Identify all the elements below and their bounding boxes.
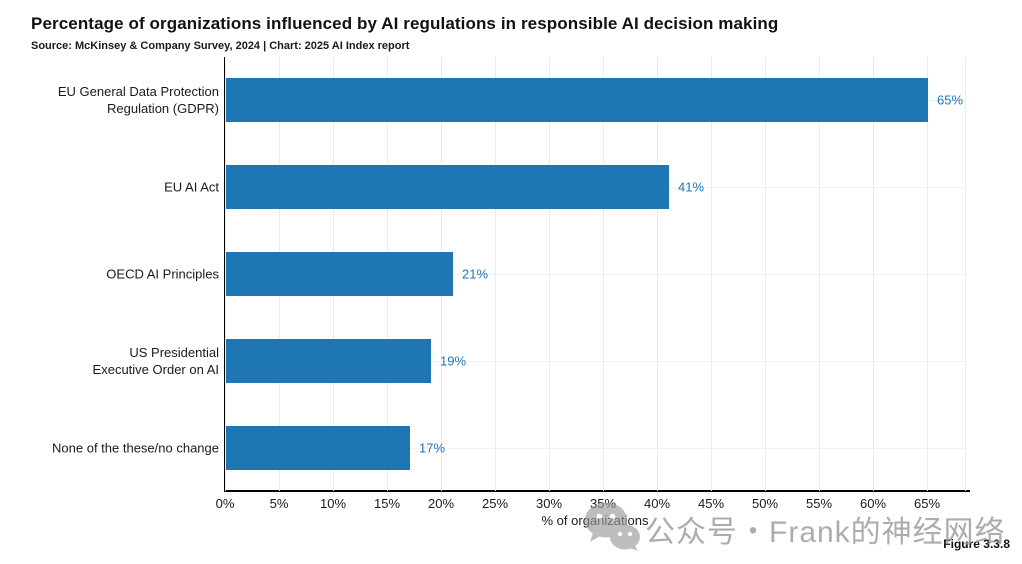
bar-3 (226, 252, 453, 296)
bar-2 (226, 165, 669, 209)
x-tick-label: 45% (697, 496, 725, 511)
category-label: OECD AI Principles (106, 266, 219, 282)
gridline-horizontal (225, 274, 965, 275)
bar-4 (226, 339, 431, 383)
x-axis-title: % of organizations (541, 513, 649, 528)
chart-source-subtitle: Source: McKinsey & Company Survey, 2024 … (31, 40, 410, 52)
category-label: EU General Data Protection Regulation (G… (57, 84, 219, 116)
x-tick-label: 5% (269, 496, 289, 511)
bar-value-label: 19% (440, 353, 467, 369)
x-tick-label: 15% (373, 496, 401, 511)
x-tick-label: 40% (643, 496, 671, 511)
figure-number: Figure 3.3.8 (943, 537, 1010, 551)
x-tick-label: 0% (215, 496, 235, 511)
bar-value-label: 41% (678, 179, 705, 195)
x-tick-label: 25% (481, 496, 509, 511)
bar-value-label: 65% (937, 92, 964, 108)
bar-5 (226, 426, 410, 470)
x-tick-label: 50% (751, 496, 779, 511)
x-tick-label: 60% (859, 496, 887, 511)
gridline-horizontal (225, 361, 965, 362)
x-tick-label: 55% (805, 496, 833, 511)
bar-value-label: 21% (462, 266, 489, 282)
x-tick-label: 65% (913, 496, 941, 511)
chart-title: Percentage of organizations influenced b… (31, 14, 779, 33)
x-tick-label: 35% (589, 496, 617, 511)
x-axis-ticks: 0% 5% 10% 15% 20% 25% 30% 35% 40% 45% 50% 55% 60% 65% (216, 496, 965, 512)
category-label: US Presidential Executive Order on AI (92, 345, 219, 377)
x-axis-line (224, 490, 970, 492)
gridline-horizontal (225, 448, 965, 449)
x-tick-label: 30% (535, 496, 563, 511)
plot-area: 65% 41% 21% 19% 17% (224, 57, 970, 492)
bar-1 (226, 78, 928, 122)
x-tick-label: 10% (319, 496, 347, 511)
plot-right-edge (965, 57, 966, 491)
category-label: EU AI Act (164, 179, 219, 195)
x-tick-label: 20% (427, 496, 455, 511)
category-axis-labels: EU General Data Protection Regulation (G… (0, 57, 222, 491)
category-label: None of the these/no change (52, 440, 219, 456)
bar-value-label: 17% (419, 440, 446, 456)
